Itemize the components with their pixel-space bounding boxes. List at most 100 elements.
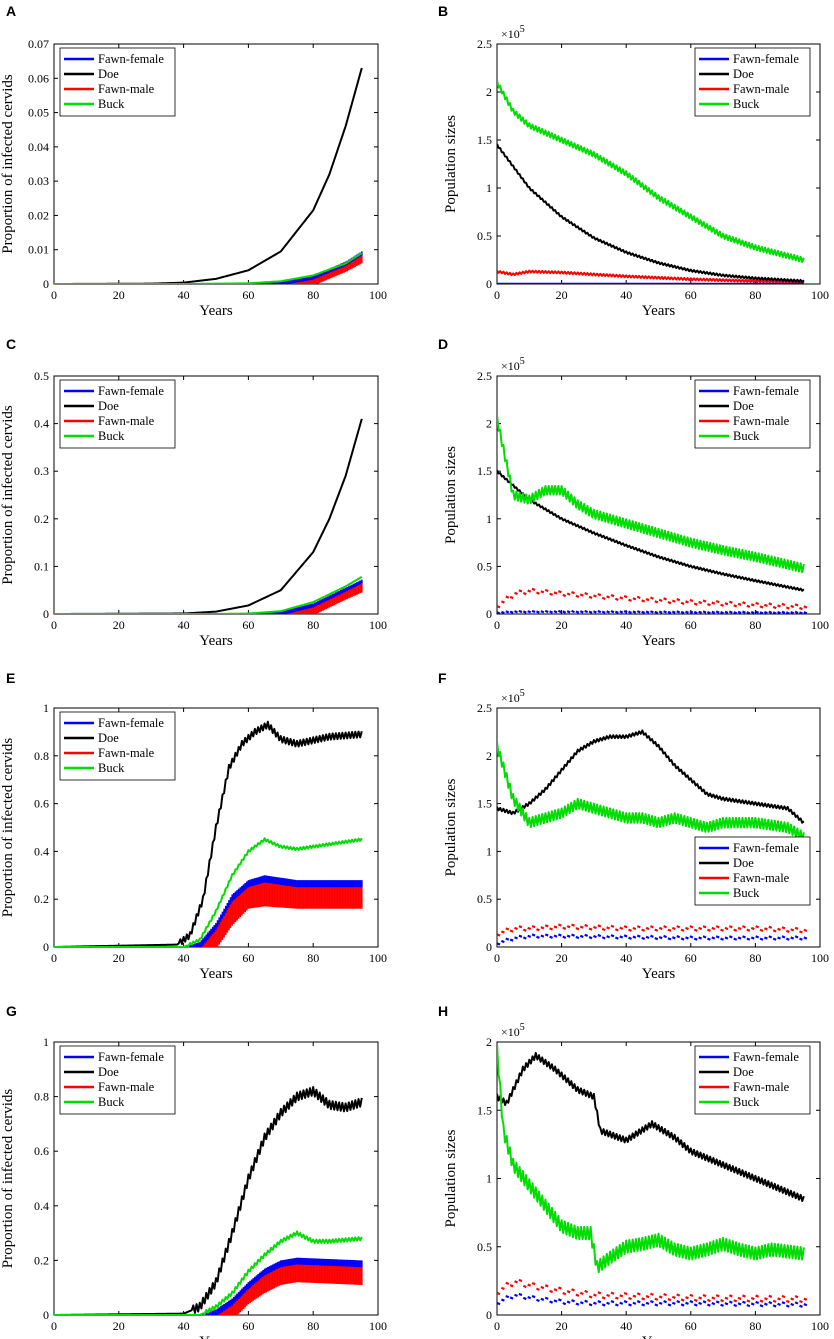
legend-label: Fawn-male <box>733 82 790 96</box>
x-axis-title: Years <box>642 633 676 649</box>
x-axis-title: Years <box>199 633 233 649</box>
y-tick-label: 1.5 <box>477 1103 492 1117</box>
y-tick-label: 0.5 <box>477 1240 492 1254</box>
x-tick-label: 20 <box>556 951 568 965</box>
y-axis-title: Population sizes <box>443 446 459 544</box>
y-axis-title: Population sizes <box>443 115 459 213</box>
chart-panel-g: G 0 20 40 60 80 100 0 0.2 0.4 0.6 0.8 1 Years Proporti… <box>0 1003 387 1339</box>
series-dashes-fawn-male <box>497 587 808 611</box>
legend-label: Buck <box>733 886 760 900</box>
legend-label: Buck <box>733 97 760 111</box>
x-tick-label: 0 <box>51 1319 57 1333</box>
y-exponent-label: ×105 <box>501 688 525 705</box>
x-tick-label: 20 <box>113 288 125 302</box>
panel-letter: C <box>6 336 16 352</box>
legend-label: Fawn-female <box>733 1050 799 1064</box>
y-tick-label: 0.2 <box>34 512 49 526</box>
y-exponent-label: ×105 <box>501 24 525 41</box>
x-tick-label: 20 <box>113 1319 125 1333</box>
y-tick-label: 0.04 <box>28 140 49 154</box>
x-tick-label: 0 <box>494 288 500 302</box>
legend-label: Doe <box>733 399 754 413</box>
y-exponent-power: 5 <box>520 24 525 35</box>
panel-letter: G <box>6 1003 17 1019</box>
y-tick-label: 0 <box>486 1308 492 1322</box>
x-tick-label: 100 <box>811 951 829 965</box>
chart-panel-e: E 0 20 40 60 80 100 0 0.2 0.4 0.6 0.8 1 Years Proporti… <box>0 670 387 982</box>
x-tick-label: 20 <box>556 1319 568 1333</box>
x-tick-label: 0 <box>51 618 57 632</box>
y-tick-label: 1 <box>486 512 492 526</box>
plot-area <box>497 414 808 614</box>
legend-label: Fawn-male <box>98 746 155 760</box>
x-tick-label: 40 <box>178 288 190 302</box>
y-tick-label: 0.8 <box>34 749 49 763</box>
x-tick-label: 60 <box>685 288 697 302</box>
legend-label: Fawn-male <box>98 1080 155 1094</box>
legend-label: Buck <box>98 761 125 775</box>
series-dashes-fawn-female <box>497 1292 808 1308</box>
legend-label: Doe <box>733 856 754 870</box>
x-axis-title: Years <box>642 966 676 982</box>
y-tick-label: 0.07 <box>28 37 49 51</box>
series-dashes-fawn-male <box>497 923 808 937</box>
x-tick-label: 100 <box>369 618 387 632</box>
x-tick-label: 60 <box>685 618 697 632</box>
x-tick-label: 80 <box>307 618 319 632</box>
y-exponent-label: ×105 <box>501 1022 525 1039</box>
y-exponent-power: 5 <box>520 688 525 699</box>
x-axis-title: Years <box>642 1334 676 1339</box>
y-tick-label: 0 <box>43 940 49 954</box>
y-tick-label: 0.6 <box>34 797 49 811</box>
legend-label: Doe <box>98 399 119 413</box>
y-tick-label: 0.2 <box>34 892 49 906</box>
series-line-buck <box>497 741 805 842</box>
x-tick-label: 20 <box>556 288 568 302</box>
y-axis-title: Population sizes <box>443 778 459 876</box>
x-tick-label: 60 <box>685 1319 697 1333</box>
panel-letter: E <box>6 670 15 686</box>
x-tick-label: 0 <box>494 1319 500 1333</box>
y-axis-title: Proportion of infected cervids <box>0 405 16 585</box>
plot-area <box>54 418 363 614</box>
panel-letter: A <box>6 3 16 19</box>
series-line-buck <box>54 252 363 284</box>
y-tick-label: 1.5 <box>477 464 492 478</box>
y-exponent-power: 5 <box>520 1022 525 1033</box>
legend-label: Fawn-female <box>733 841 799 855</box>
chart-panel-b: B 0 20 40 60 80 100 0 0.5 1 1.5 2 2.5 ×105 Years Popula… <box>438 3 829 319</box>
x-tick-label: 100 <box>811 618 829 632</box>
x-tick-label: 40 <box>178 618 190 632</box>
series-line-buck <box>54 1230 363 1315</box>
panel-letter: H <box>438 1003 448 1019</box>
y-axis-title: Proportion of infected cervids <box>0 1089 16 1269</box>
x-tick-label: 80 <box>749 1319 761 1333</box>
y-exponent-base: ×10 <box>501 27 520 41</box>
x-tick-label: 40 <box>178 951 190 965</box>
panel-letter: B <box>438 3 448 19</box>
x-tick-label: 0 <box>494 951 500 965</box>
y-tick-label: 0.02 <box>28 208 49 222</box>
x-tick-label: 20 <box>113 951 125 965</box>
legend-label: Buck <box>98 97 125 111</box>
x-tick-label: 80 <box>307 1319 319 1333</box>
legend-label: Fawn-male <box>733 414 790 428</box>
y-tick-label: 1 <box>43 1035 49 1049</box>
y-tick-label: 0.4 <box>34 844 49 858</box>
x-tick-label: 80 <box>749 951 761 965</box>
x-tick-label: 60 <box>685 951 697 965</box>
chart-panel-h: H 0 20 40 60 80 100 0 0.5 1 1.5 2 ×105 Years Populatio… <box>438 1003 829 1339</box>
y-tick-label: 0 <box>486 607 492 621</box>
y-tick-label: 0.4 <box>34 1199 49 1213</box>
x-tick-label: 80 <box>749 288 761 302</box>
x-tick-label: 100 <box>369 288 387 302</box>
x-tick-label: 0 <box>51 951 57 965</box>
plot-area <box>497 729 808 946</box>
legend-label: Fawn-female <box>98 1050 164 1064</box>
y-tick-label: 0.5 <box>477 892 492 906</box>
y-tick-label: 2.5 <box>477 369 492 383</box>
x-tick-label: 40 <box>620 618 632 632</box>
legend-label: Fawn-male <box>98 82 155 96</box>
